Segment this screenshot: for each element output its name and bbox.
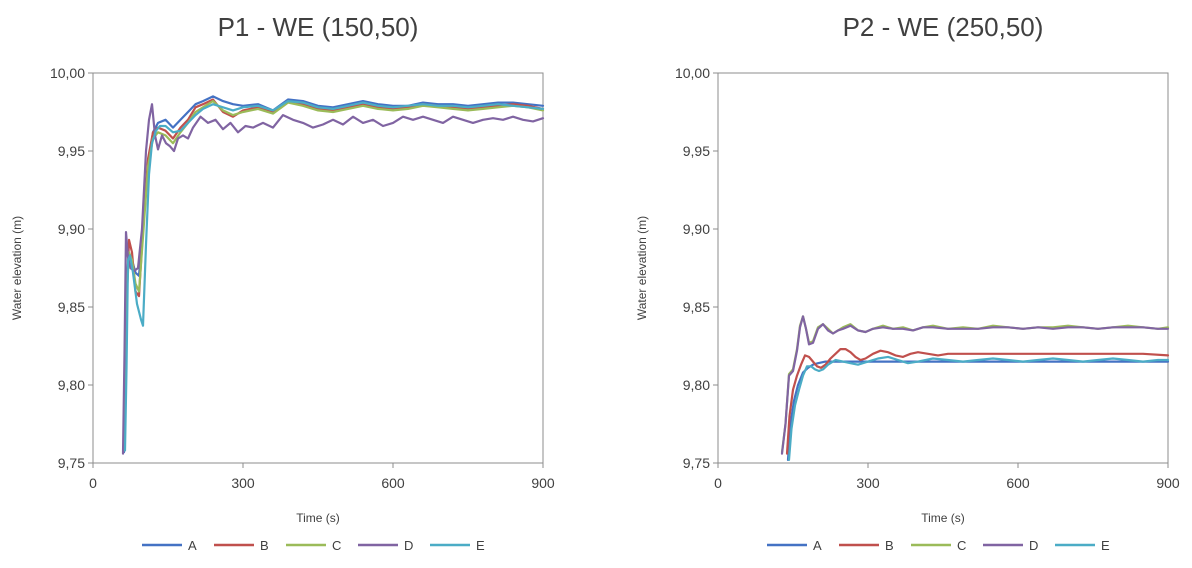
legend-label: E [1101,538,1110,553]
x-tick-label: 600 [1006,475,1030,491]
legend-label: C [332,538,341,553]
legend-item-d: D [358,538,413,553]
x-tick-label: 0 [714,475,722,491]
chart-p1: P1 - WE (150,50) 9,75 9,80 9,85 9,90 9,95 10,0… [10,12,555,553]
chart-title: P1 - WE (150,50) [218,12,419,42]
legend-item-a: A [142,538,197,553]
y-tick-label: 9,90 [683,221,710,237]
legend-item-b: B [214,538,269,553]
y-tick-label: 9,95 [58,143,85,159]
plot-area [717,72,1169,464]
x-axis-label: Time (s) [921,511,965,525]
legend-item-b: B [839,538,894,553]
x-axis-label: Time (s) [296,511,340,525]
x-tick-label: 900 [531,475,555,491]
y-tick-label: 10,00 [675,65,710,81]
x-tick-label: 0 [89,475,97,491]
legend-item-d: D [983,538,1038,553]
y-axis-label: Water elevation (m) [10,216,24,320]
y-tick-label: 9,95 [683,143,710,159]
y-tick-label: 10,00 [50,65,85,81]
y-tick-label: 9,90 [58,221,85,237]
legend-item-c: C [911,538,966,553]
series-line-e [123,99,545,452]
series-line-a [786,360,1170,461]
series-line-b [785,348,1170,455]
y-tick-label: 9,85 [58,299,85,315]
y-axis-label: Water elevation (m) [635,216,649,320]
series-line-d [780,315,1170,455]
legend-label: D [404,538,413,553]
y-tick-label: 9,80 [683,377,710,393]
legend-item-a: A [767,538,822,553]
y-tick-label: 9,85 [683,299,710,315]
series-line-c [780,315,1170,454]
x-tick-label: 600 [381,475,405,491]
legend-label: D [1029,538,1038,553]
legend-label: A [813,538,822,553]
legend-item-e: E [1055,538,1110,553]
legend-label: B [260,538,269,553]
x-tick-label: 300 [231,475,255,491]
y-tick-label: 9,80 [58,377,85,393]
y-tick-label: 9,75 [58,455,85,471]
legend-label: E [476,538,485,553]
legend-item-c: C [286,538,341,553]
x-tick-label: 900 [1156,475,1180,491]
legend-label: B [885,538,894,553]
series-line-a [122,95,545,454]
chart-title: P2 - WE (250,50) [843,12,1044,42]
plot-area [92,72,544,464]
legend-item-e: E [430,538,485,553]
y-tick-label: 9,75 [683,455,710,471]
chart-p2: P2 - WE (250,50) 9,75 9,80 9,85 9,90 9,95 10,0… [635,12,1180,553]
legend-label: C [957,538,966,553]
legend-label: A [188,538,197,553]
series-line-c [122,99,545,452]
series-line-d [121,103,545,455]
series-line-e [787,355,1170,461]
series-line-b [122,98,545,449]
x-tick-label: 300 [856,475,880,491]
